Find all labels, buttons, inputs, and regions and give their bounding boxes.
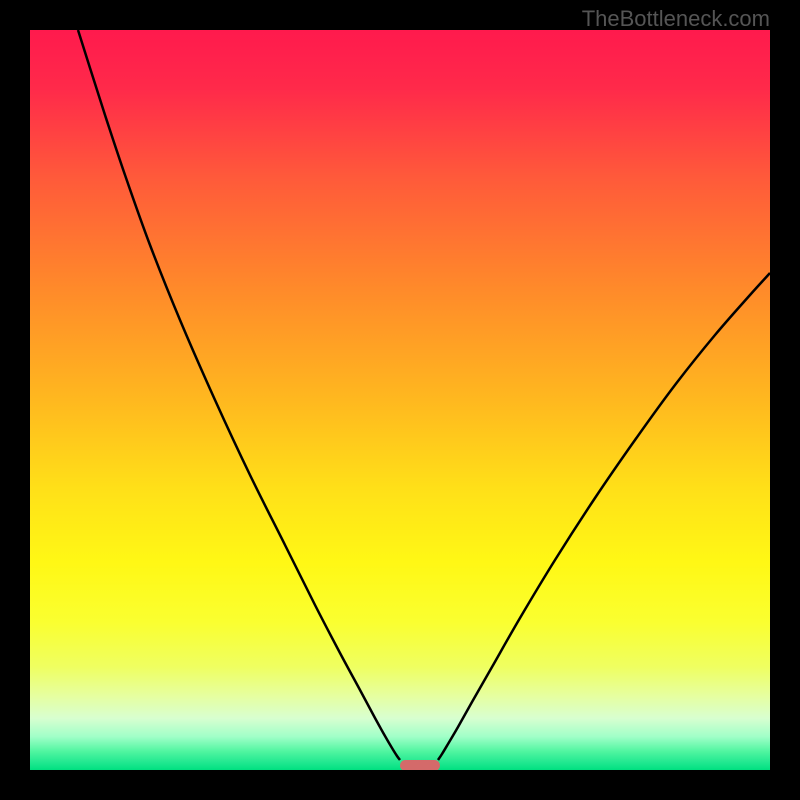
chart-container: TheBottleneck.com: [0, 0, 800, 800]
curve-layer: [30, 30, 770, 770]
plot-area: [30, 30, 770, 770]
minimum-marker: [400, 760, 440, 770]
curve-left-branch: [78, 30, 400, 760]
curve-right-branch: [438, 273, 770, 760]
watermark-text: TheBottleneck.com: [582, 6, 770, 32]
